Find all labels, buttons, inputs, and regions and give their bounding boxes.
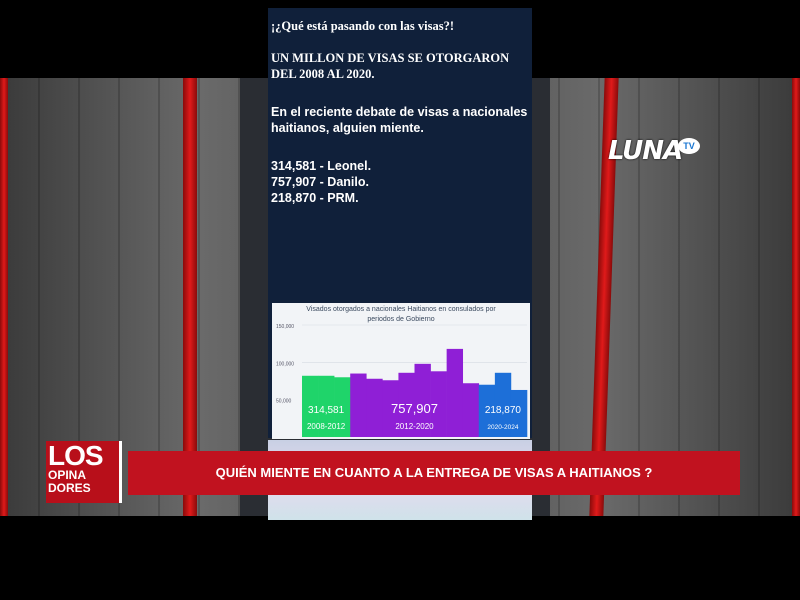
lower-third-banner: QUIÉN MIENTE EN CUANTO A LA ENTREGA DE V… (128, 451, 740, 495)
chart-title: Visados otorgados a nacionales Haitianos… (272, 305, 530, 325)
chart-plot: 150,000 100,000 50,000 314,581 2008-2012 757,… (276, 324, 528, 437)
post-claim-line-2: DEL 2008 AL 2020. (271, 67, 375, 81)
luna-logo-text: LUNA (608, 136, 683, 166)
bar (366, 378, 383, 437)
bar (414, 363, 431, 437)
stat-danilo: 757,907 - Danilo. (271, 175, 369, 189)
tv-badge: TV (678, 138, 700, 154)
show-logo-dores: DORES (48, 481, 91, 495)
red-accent-left (183, 78, 197, 516)
bar (334, 377, 351, 437)
bar (350, 373, 367, 437)
bar (398, 372, 415, 437)
post-debate-line-2: haitianos, alguien miente. (271, 121, 424, 135)
group-period-label: 2012-2020 (395, 422, 434, 431)
show-logo-divider (119, 441, 122, 503)
group-total-label: 757,907 (391, 401, 438, 416)
visas-chart: Visados otorgados a nacionales Haitianos… (272, 303, 530, 439)
bar (510, 389, 528, 437)
post-question: ¡¿Qué está pasando con las visas?! (271, 19, 455, 33)
chart-title-line-2: periodos de Gobierno (367, 316, 435, 323)
post-claim-line-1: UN MILLON DE VISAS SE OTORGARON (271, 51, 510, 65)
bar (446, 348, 464, 437)
show-logo-opina: OPINA (48, 468, 87, 482)
show-logo-box (46, 441, 120, 503)
group-period-label: 2020-2024 (487, 424, 518, 431)
bar (462, 383, 480, 437)
red-accent-right-edge (792, 78, 800, 516)
post-stats: 314,581 - Leonel. 757,907 - Danilo. 218,… (271, 158, 371, 206)
y-tick-label: 100,000 (276, 361, 294, 367)
show-logo: LOS OPINA DORES (48, 440, 118, 501)
bar (494, 372, 512, 437)
stat-prm: 218,870 - PRM. (271, 191, 359, 205)
bar (430, 371, 447, 437)
post-debate: En el reciente debate de visas a naciona… (271, 104, 527, 136)
headline: QUIÉN MIENTE EN CUANTO A LA ENTREGA DE V… (215, 465, 653, 480)
group-total-label: 314,581 (308, 405, 345, 416)
group-total-label: 218,870 (485, 405, 522, 416)
post-claim: UN MILLON DE VISAS SE OTORGARON DEL 2008… (271, 50, 509, 82)
bar (318, 375, 335, 437)
luna-tv-logo: LUNA TV (608, 136, 700, 166)
bar (478, 384, 496, 437)
y-tick-label: 150,000 (276, 324, 294, 330)
show-logo-los: LOS (48, 440, 104, 471)
chart-title-line-1: Visados otorgados a nacionales Haitianos… (306, 306, 496, 313)
group-period-label: 2008-2012 (307, 422, 346, 431)
red-accent-left-edge (0, 78, 8, 516)
bar (302, 375, 319, 437)
y-tick-label: 50,000 (276, 399, 292, 405)
bar (382, 380, 399, 437)
stat-leonel: 314,581 - Leonel. (271, 159, 372, 173)
post-debate-line-1: En el reciente debate de visas a naciona… (271, 105, 528, 119)
